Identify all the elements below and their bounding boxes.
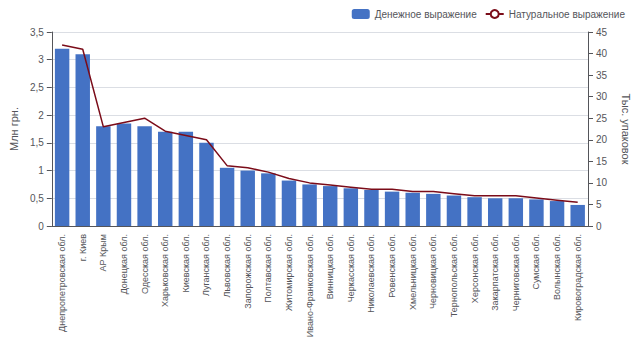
svg-text:15: 15 — [596, 156, 608, 167]
svg-text:г. Киев: г. Киев — [78, 234, 88, 261]
svg-text:Донецкая обл.: Донецкая обл. — [119, 234, 129, 294]
svg-text:1: 1 — [38, 165, 44, 176]
svg-text:20: 20 — [596, 134, 608, 145]
svg-text:0,5: 0,5 — [30, 193, 44, 204]
svg-text:Черниговская обл.: Черниговская обл. — [511, 234, 521, 311]
svg-text:Днепропетровская обл.: Днепропетровская обл. — [57, 234, 67, 332]
svg-text:30: 30 — [596, 91, 608, 102]
svg-text:10: 10 — [596, 177, 608, 188]
svg-text:Натуральное выражение: Натуральное выражение — [509, 9, 626, 20]
svg-text:45: 45 — [596, 27, 608, 38]
svg-text:0: 0 — [596, 221, 602, 232]
svg-text:25: 25 — [596, 113, 608, 124]
svg-text:2: 2 — [38, 110, 44, 121]
svg-text:Житомирская обл.: Житомирская обл. — [284, 234, 294, 311]
svg-text:35: 35 — [596, 70, 608, 81]
svg-text:Кировоградская обл.: Кировоградская обл. — [573, 234, 583, 321]
svg-text:3,5: 3,5 — [30, 27, 44, 38]
svg-text:Сумская обл.: Сумская обл. — [531, 234, 541, 290]
svg-text:Одесская обл.: Одесская обл. — [140, 234, 150, 294]
svg-text:Львовская обл.: Львовская обл. — [222, 234, 232, 297]
svg-text:5: 5 — [596, 199, 602, 210]
svg-text:Луганская обл.: Луганская обл. — [201, 234, 211, 296]
svg-text:Киевская обл.: Киевская обл. — [181, 234, 191, 292]
svg-text:Харьковская обл.: Харьковская обл. — [160, 234, 170, 307]
svg-text:Млн грн.: Млн грн. — [8, 107, 20, 151]
svg-text:Черкасская обл.: Черкасская обл. — [346, 234, 356, 302]
svg-text:Николаевская обл.: Николаевская обл. — [366, 234, 376, 313]
svg-text:Полтавская обл.: Полтавская обл. — [263, 234, 273, 303]
svg-text:Черновицкая обл.: Черновицкая обл. — [428, 234, 438, 309]
svg-text:1,5: 1,5 — [30, 137, 44, 148]
svg-text:Хмельницкая обл.: Хмельницкая обл. — [408, 234, 418, 310]
svg-text:Ровенская обл.: Ровенская обл. — [387, 234, 397, 298]
svg-text:0: 0 — [38, 221, 44, 232]
svg-text:2,5: 2,5 — [30, 82, 44, 93]
svg-text:3: 3 — [38, 54, 44, 65]
svg-text:Закарпатская обл.: Закарпатская обл. — [490, 234, 500, 311]
svg-text:40: 40 — [596, 48, 608, 59]
svg-text:АР Крым: АР Крым — [98, 234, 108, 271]
svg-text:Запорожская обл.: Запорожская обл. — [243, 234, 253, 309]
svg-text:Денежное выражение: Денежное выражение — [375, 9, 477, 20]
svg-text:Херсонская обл.: Херсонская обл. — [470, 234, 480, 303]
svg-text:Волынская обл.: Волынская обл. — [552, 234, 562, 300]
svg-text:Ивано-Франковская обл.: Ивано-Франковская обл. — [305, 234, 315, 337]
svg-text:Тернопольская обл.: Тернопольская обл. — [449, 234, 459, 317]
svg-text:Тыс. упаковок: Тыс. упаковок — [620, 93, 632, 164]
svg-text:Винницкая обл.: Винницкая обл. — [325, 234, 335, 299]
